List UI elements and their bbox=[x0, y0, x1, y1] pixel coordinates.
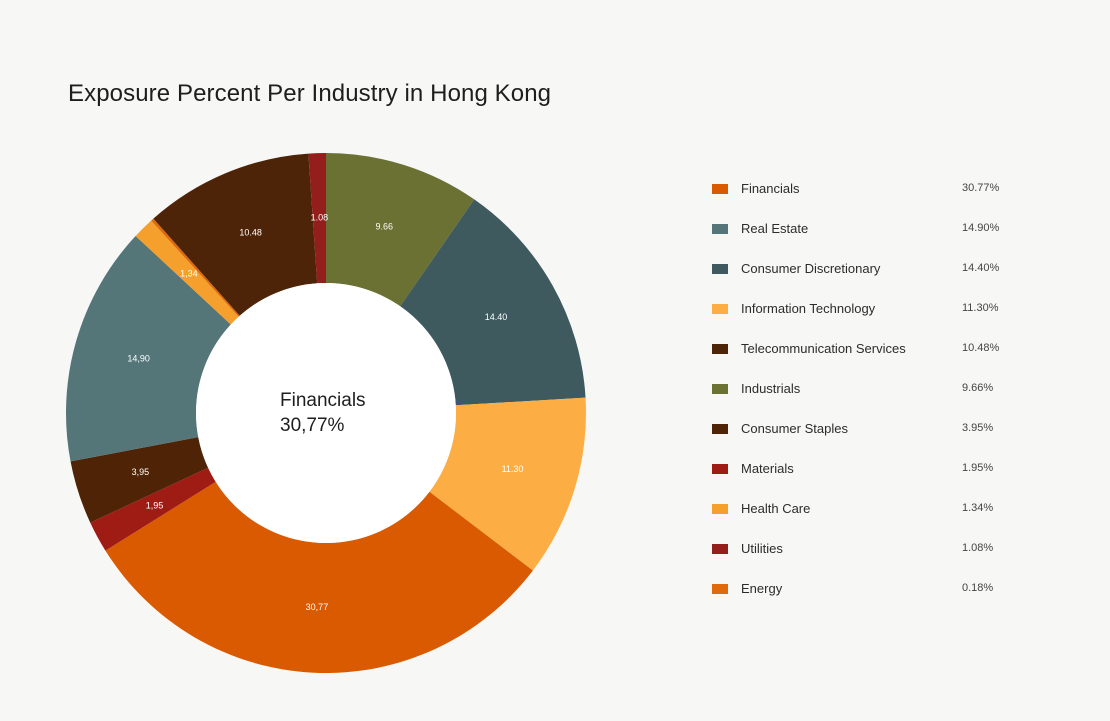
legend-label: Materials bbox=[741, 461, 794, 476]
legend-item-health-care[interactable]: Health Care 1.34% bbox=[712, 498, 1012, 538]
legend-swatch bbox=[712, 504, 728, 514]
slice-label-industrials: 9.66 bbox=[376, 221, 394, 231]
slice-label-utilities: 1.08 bbox=[311, 212, 329, 222]
slice-consumer-staples[interactable] bbox=[70, 437, 209, 523]
legend-item-real-estate[interactable]: Real Estate 14.90% bbox=[712, 218, 1012, 258]
slice-financials[interactable] bbox=[105, 481, 533, 673]
slice-energy[interactable] bbox=[151, 218, 240, 317]
slice-real-estate[interactable] bbox=[66, 235, 231, 462]
legend-value: 1.08% bbox=[962, 542, 994, 554]
slice-utilities[interactable] bbox=[308, 153, 326, 284]
legend-label: Real Estate bbox=[741, 221, 809, 236]
legend-label: Consumer Staples bbox=[741, 421, 848, 436]
slice-information-technology[interactable] bbox=[429, 397, 586, 571]
legend-value: 14.40% bbox=[962, 262, 1000, 274]
slice-label-materials: 1,95 bbox=[146, 500, 164, 510]
legend-swatch bbox=[712, 184, 728, 194]
legend-swatch bbox=[712, 344, 728, 354]
legend-item-consumer-staples[interactable]: Consumer Staples 3.95% bbox=[712, 418, 1012, 458]
chart-title: Exposure Percent Per Industry in Hong Ko… bbox=[68, 80, 552, 107]
slice-label-telecommunication-services: 10.48 bbox=[239, 228, 262, 238]
legend-item-energy[interactable]: Energy 0.18% bbox=[712, 578, 1012, 618]
slice-label-consumer-discretionary: 14.40 bbox=[485, 312, 508, 322]
legend-label: Information Technology bbox=[741, 301, 876, 316]
legend-item-utilities[interactable]: Utilities 1.08% bbox=[712, 538, 1012, 578]
slice-materials[interactable] bbox=[90, 467, 216, 551]
slice-telecommunication-services[interactable] bbox=[153, 153, 318, 316]
legend-value: 10.48% bbox=[962, 342, 1000, 354]
slice-industrials[interactable] bbox=[326, 153, 475, 307]
legend-swatch bbox=[712, 264, 728, 274]
center-category-value: 30,77% bbox=[280, 415, 345, 436]
legend-item-financials[interactable]: Financials 30.77% bbox=[712, 178, 1012, 218]
slice-label-consumer-staples: 3,95 bbox=[132, 467, 150, 477]
legend-swatch bbox=[712, 544, 728, 554]
legend-swatch bbox=[712, 384, 728, 394]
slice-label-health-care: 1,34 bbox=[180, 269, 198, 279]
legend-value: 0.18% bbox=[962, 582, 994, 594]
legend-swatch bbox=[712, 464, 728, 474]
legend-swatch bbox=[712, 424, 728, 434]
legend-value: 1.34% bbox=[962, 502, 994, 514]
legend-label: Industrials bbox=[741, 381, 801, 396]
legend-value: 1.95% bbox=[962, 462, 994, 474]
legend-swatch bbox=[712, 224, 728, 234]
legend-value: 9.66% bbox=[962, 382, 994, 394]
donut-chart: 9.66 14.40 11.30 30,77 1,95 3,95 14,90 1,34 10.4… bbox=[66, 153, 586, 673]
donut-hole bbox=[196, 283, 456, 543]
legend-value: 11.30% bbox=[962, 302, 999, 314]
slice-label-financials: 30,77 bbox=[306, 602, 329, 612]
legend-item-materials[interactable]: Materials 1.95% bbox=[712, 458, 1012, 498]
legend-label: Health Care bbox=[741, 501, 811, 516]
legend-label: Energy bbox=[741, 581, 783, 596]
center-category-name: Financials bbox=[280, 390, 366, 411]
legend-swatch bbox=[712, 584, 728, 594]
legend-item-consumer-discretionary[interactable]: Consumer Discretionary 14.40% bbox=[712, 258, 1012, 298]
donut-center-label: Financials 30,77% bbox=[280, 388, 366, 438]
chart-legend: Financials 30.77% Real Estate 14.90% Consume… bbox=[712, 178, 1012, 618]
legend-item-information-technology[interactable]: Information Technology 11.30% bbox=[712, 298, 1012, 338]
legend-label: Financials bbox=[741, 181, 800, 196]
legend-label: Consumer Discretionary bbox=[741, 261, 881, 276]
legend-item-telecommunication-services[interactable]: Telecommunication Services 10.48% bbox=[712, 338, 1012, 378]
legend-value: 14.90% bbox=[962, 222, 1000, 234]
legend-label: Telecommunication Services bbox=[741, 341, 906, 356]
legend-swatch bbox=[712, 304, 728, 314]
slice-label-information-technology: 11.30 bbox=[502, 464, 524, 474]
legend-value: 3.95% bbox=[962, 422, 994, 434]
legend-item-industrials[interactable]: Industrials 9.66% bbox=[712, 378, 1012, 418]
slice-consumer-discretionary[interactable] bbox=[400, 199, 586, 406]
legend-value: 30.77% bbox=[962, 182, 1000, 194]
legend-label: Utilities bbox=[741, 541, 783, 556]
slice-label-real-estate: 14,90 bbox=[127, 353, 150, 363]
slice-health-care[interactable] bbox=[135, 220, 239, 325]
